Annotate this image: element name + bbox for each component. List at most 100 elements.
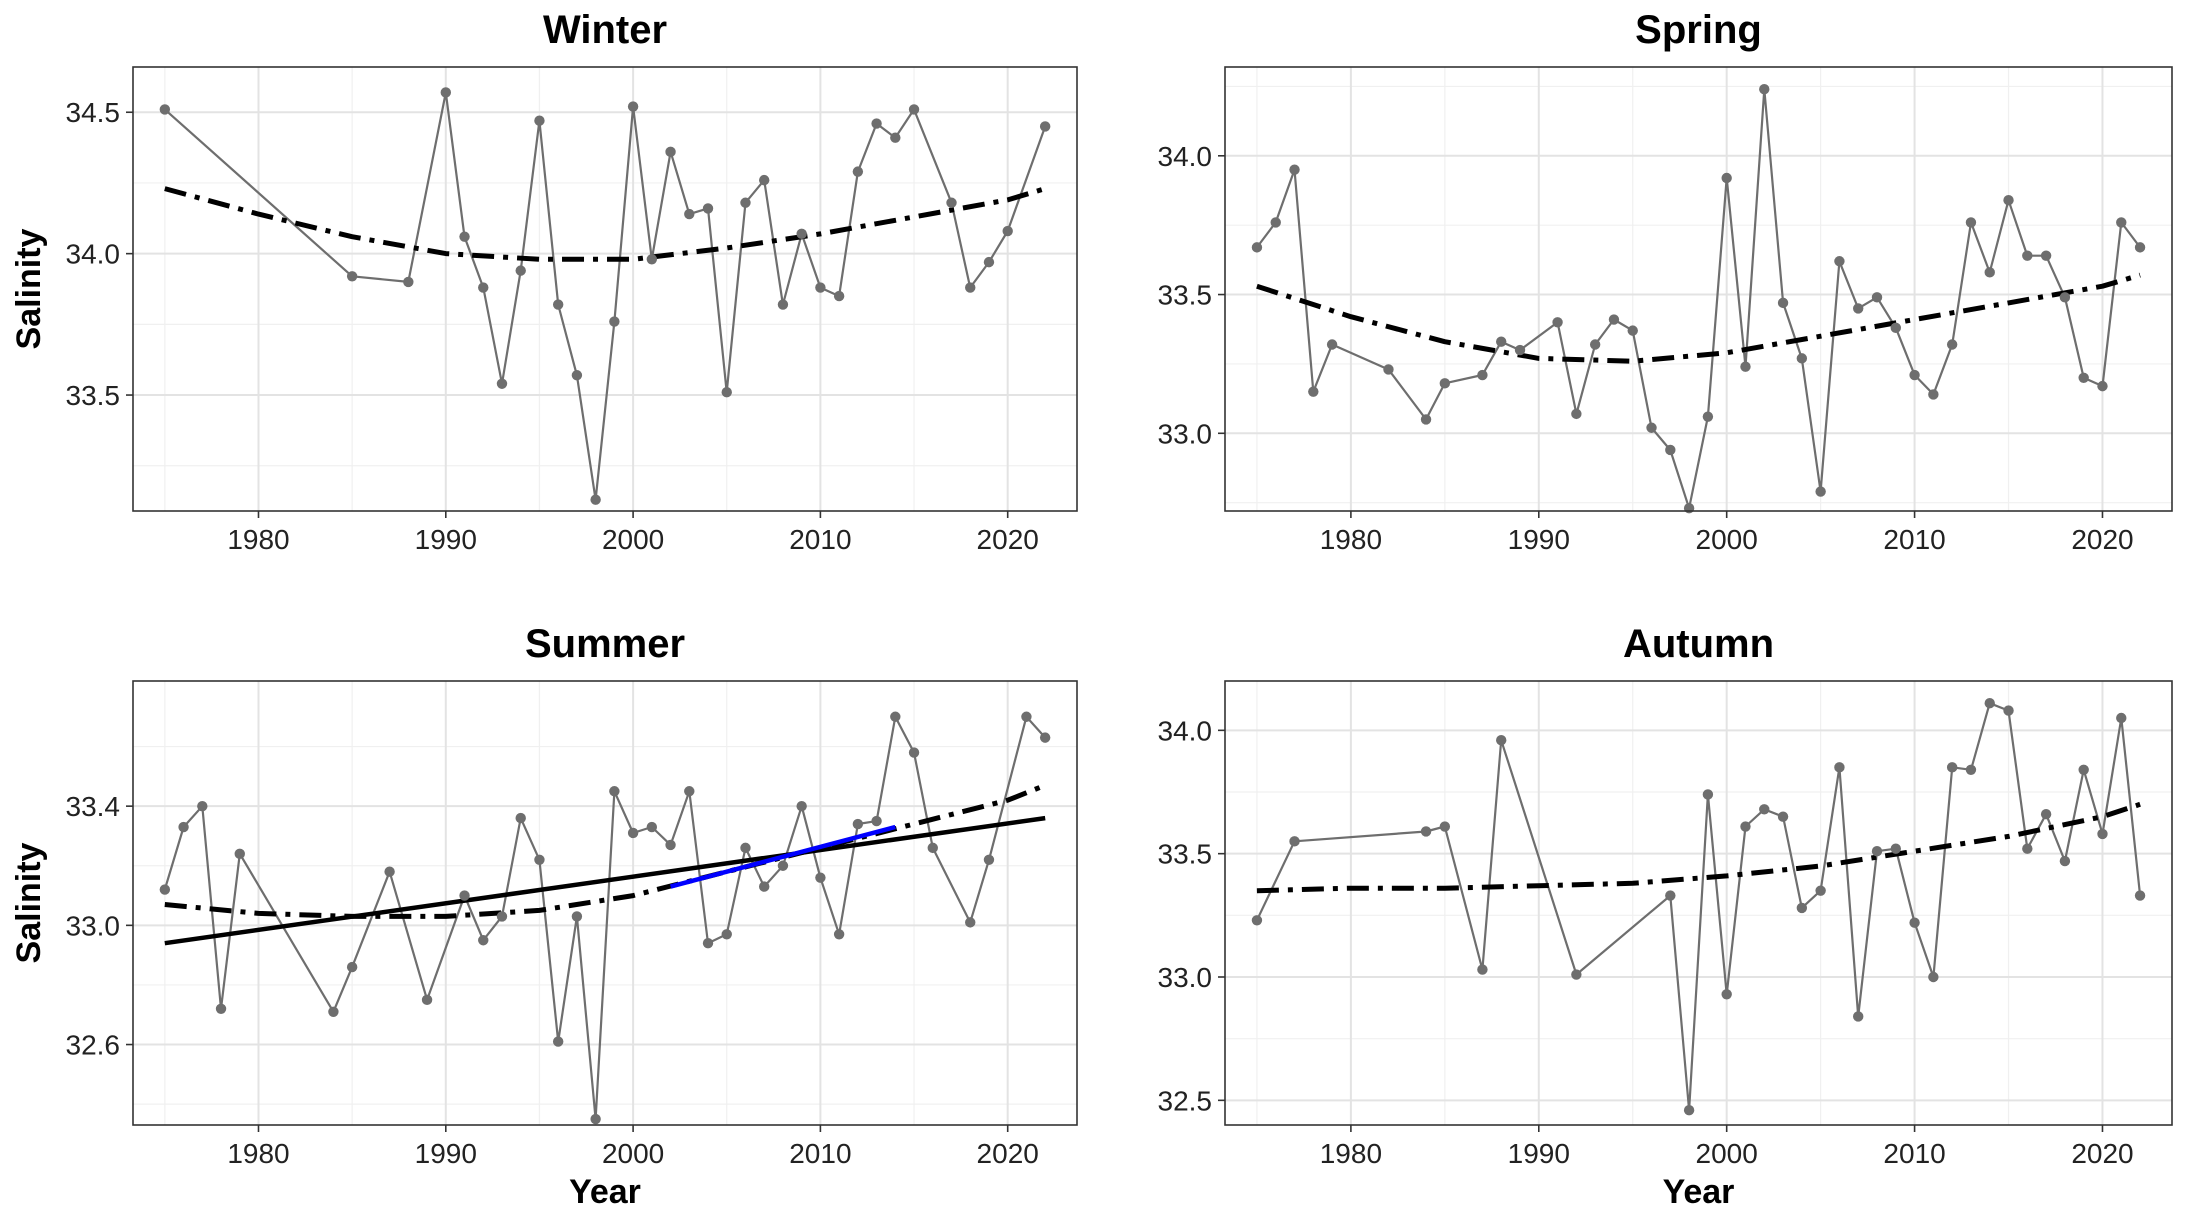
salinity-point <box>927 842 938 854</box>
y-tick-label: 34.0 <box>66 239 121 270</box>
salinity-point <box>1834 762 1845 773</box>
x-tick-label: 2000 <box>1696 1138 1758 1169</box>
salinity-point <box>1514 344 1526 356</box>
salinity-point <box>1420 414 1432 425</box>
salinity-point <box>1039 732 1051 743</box>
salinity-point <box>2022 843 2033 854</box>
salinity-point <box>1383 364 1394 375</box>
salinity-point <box>2003 195 2014 206</box>
x-tick-label: 2000 <box>602 524 664 555</box>
salinity-point <box>590 494 601 505</box>
salinity-point <box>1834 256 1845 267</box>
y-tick-label: 34.0 <box>1158 141 1213 172</box>
y-tick-label: 34.0 <box>1158 715 1213 746</box>
salinity-point <box>815 872 826 883</box>
salinity-point <box>1002 225 1013 237</box>
salinity-point <box>1289 836 1300 847</box>
salinity-point <box>759 174 770 186</box>
salinity-point <box>1021 711 1032 722</box>
salinity-point <box>178 821 189 833</box>
salinity-point <box>534 854 545 865</box>
salinity-point <box>1477 369 1488 381</box>
salinity-point <box>1965 217 1977 228</box>
trend-segment-blue <box>670 824 896 889</box>
salinity-point <box>496 378 508 389</box>
trend-linear-line <box>164 815 1046 946</box>
salinity-point <box>1853 1011 1864 1022</box>
salinity-point <box>965 282 976 293</box>
salinity-point <box>1308 386 1319 397</box>
plot-background <box>1225 67 2172 511</box>
salinity-point <box>684 208 695 220</box>
salinity-point <box>459 231 470 242</box>
salinity-point <box>1984 698 1995 709</box>
salinity-point <box>478 282 489 293</box>
salinity-point <box>1270 217 1281 228</box>
x-tick-label: 1990 <box>415 1138 477 1169</box>
salinity-point <box>1721 989 1732 1000</box>
y-tick-label: 33.0 <box>1158 962 1213 993</box>
salinity-point <box>552 299 564 310</box>
salinity-point <box>2059 855 2071 867</box>
x-tick-label: 2000 <box>1696 524 1758 555</box>
x-axis-title: Year <box>1663 1173 1735 1211</box>
salinity-point <box>421 994 433 1006</box>
x-tick-label: 2010 <box>789 524 851 555</box>
salinity-point <box>2134 242 2146 253</box>
x-tick-label: 2010 <box>1883 524 1945 555</box>
salinity-point <box>759 881 770 892</box>
salinity-point <box>871 815 882 827</box>
y-tick-label: 33.5 <box>1158 839 1213 870</box>
salinity-point <box>833 929 845 940</box>
salinity-point <box>1608 314 1620 325</box>
x-axis-title: Year <box>569 1173 641 1211</box>
panel-summer: 1980 1990 2000 2010 2020 32.6 33.0 33.4 Summer Sa… <box>10 622 1078 1211</box>
trend-dashdot-line <box>1256 801 2141 894</box>
salinity-point <box>1890 843 1901 854</box>
salinity-point <box>946 197 957 208</box>
salinity-point <box>871 118 882 129</box>
plot-border <box>132 680 1078 1126</box>
salinity-point <box>384 866 395 877</box>
salinity-point <box>2040 250 2052 261</box>
salinity-point <box>646 254 658 265</box>
salinity-point <box>1646 422 1657 433</box>
salinity-point <box>740 842 751 854</box>
salinity-point <box>478 935 489 946</box>
salinity-point <box>1251 915 1263 926</box>
salinity-point <box>1439 378 1451 389</box>
trend-dashdot-line <box>164 782 1047 919</box>
salinity-point <box>1815 885 1826 896</box>
salinity-point <box>721 387 732 398</box>
salinity-point <box>1965 764 1977 775</box>
x-tick-label: 1980 <box>227 524 289 555</box>
salinity-point <box>1702 411 1714 422</box>
x-tick-label: 1990 <box>1508 524 1570 555</box>
salinity-point <box>1890 322 1901 334</box>
salinity-point <box>1571 969 1582 980</box>
salinity-point <box>1928 389 1939 400</box>
salinity-point <box>2134 890 2146 901</box>
salinity-point <box>515 812 526 824</box>
plot-background <box>133 681 1077 1125</box>
plot-border <box>1224 66 2173 512</box>
salinity-point <box>1665 444 1676 456</box>
salinity-point <box>1665 890 1676 901</box>
salinity-point <box>1589 339 1601 350</box>
y-tick-label: 33.4 <box>66 791 121 822</box>
plot-background <box>133 67 1077 511</box>
salinity-point <box>346 961 358 973</box>
salinity-point <box>702 203 714 214</box>
y-tick-label: 34.5 <box>66 97 121 128</box>
x-tick-label: 1980 <box>1320 524 1382 555</box>
salinity-point <box>234 848 245 860</box>
salinity-point <box>1796 353 1808 364</box>
trend-dashdot-line <box>1256 272 2141 364</box>
y-tick-label: 33.0 <box>1158 418 1213 449</box>
salinity-point <box>496 911 508 922</box>
x-tick-label: 2020 <box>2071 1138 2133 1169</box>
salinity-point <box>1552 317 1563 328</box>
salinity-point <box>590 1113 601 1125</box>
salinity-point <box>552 1036 564 1047</box>
y-axis-title: Salinity <box>10 842 48 963</box>
